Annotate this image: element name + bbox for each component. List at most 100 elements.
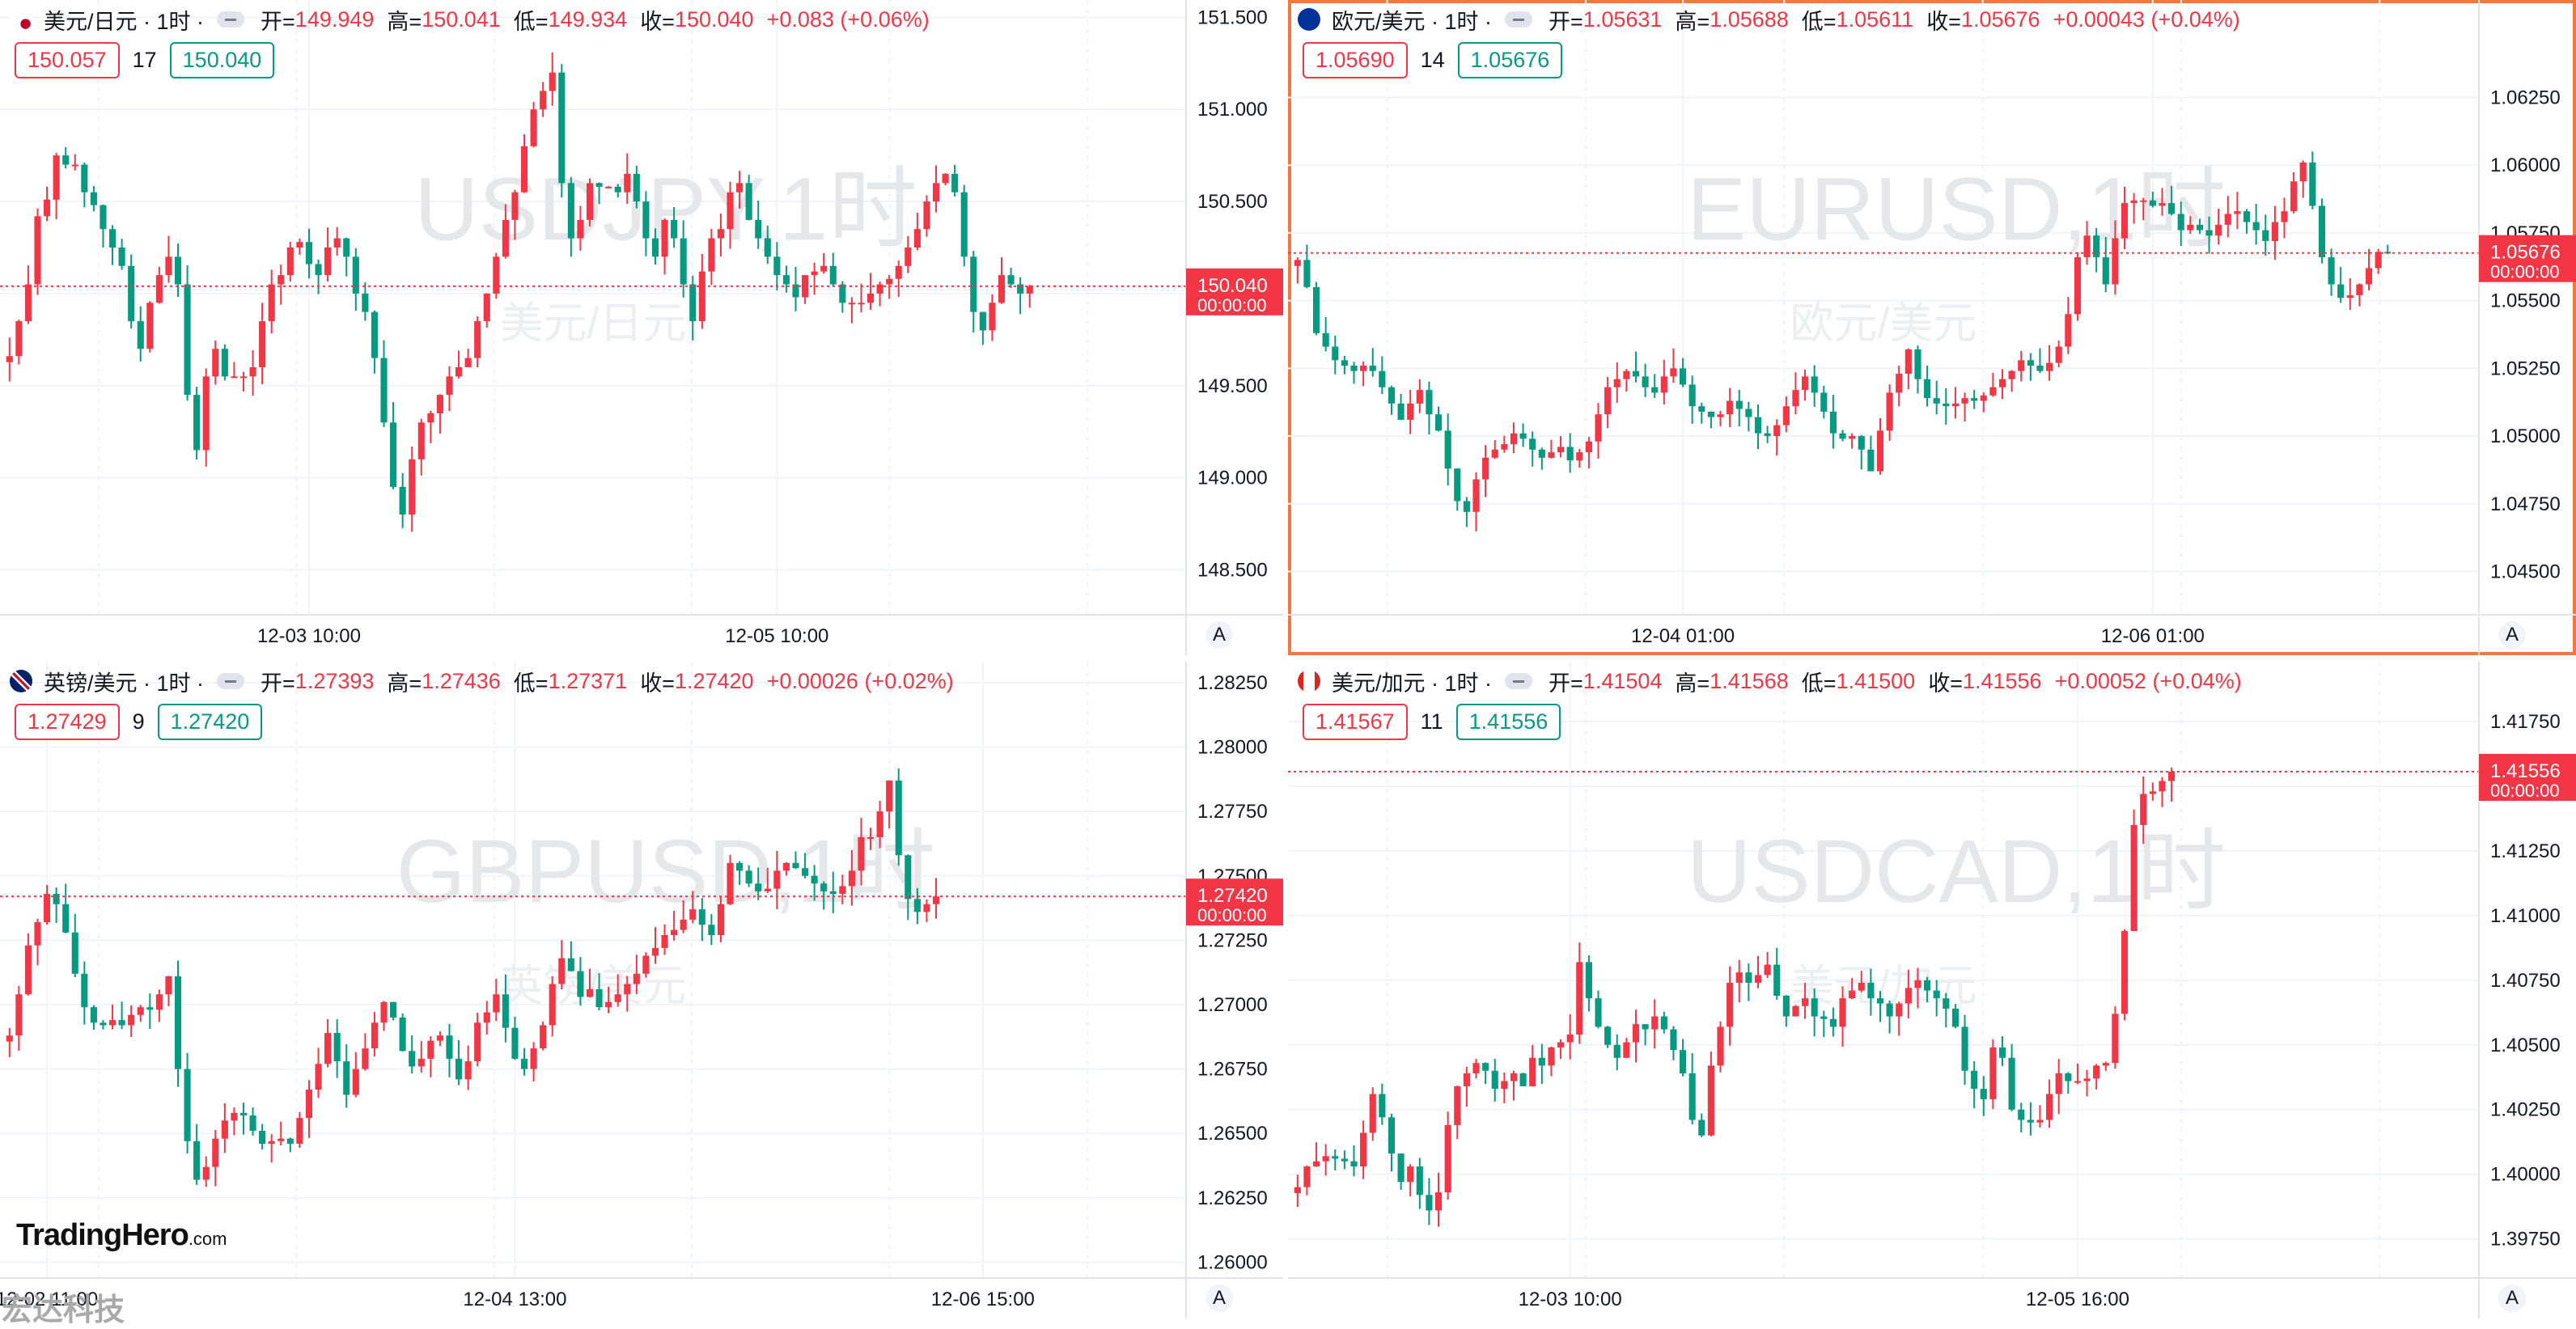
candle-body <box>146 303 154 349</box>
candle-body <box>866 293 875 303</box>
open-value: 1.27393 <box>294 668 375 693</box>
candle-body <box>932 896 940 904</box>
sell-button[interactable]: 1.05690 <box>1303 42 1408 78</box>
candle-body <box>1017 284 1024 294</box>
candle-body <box>249 1115 256 1132</box>
candle-body <box>2083 235 2091 258</box>
candle-body <box>1951 1008 1959 1027</box>
candle-body <box>520 1058 528 1069</box>
eu-us-flag <box>1298 8 1320 31</box>
collapse-toggle-icon[interactable] <box>1505 11 1533 28</box>
auto-scale-button[interactable]: A <box>1205 621 1233 649</box>
candle-body <box>1707 1065 1714 1136</box>
symbol-title[interactable]: 美元/加元 · 1时 · <box>1332 671 1493 696</box>
candle-body <box>1688 384 1696 407</box>
candle-body <box>6 1035 13 1042</box>
candle-body <box>464 358 472 367</box>
candle-body <box>923 201 930 230</box>
candle-body <box>642 201 650 239</box>
last-price-badge <box>2479 754 2576 802</box>
chart-svg[interactable]: GBPUSD,1时英镑/美元1.282501.280001.277501.275… <box>0 662 1283 1318</box>
candle-body <box>1904 988 1912 1004</box>
buy-button[interactable]: 1.41556 <box>1455 704 1561 740</box>
candle-body <box>942 173 949 184</box>
symbol-watermark: USDCAD,1时 <box>1687 822 2226 921</box>
chart-panel-gbpusd[interactable]: GBPUSD,1时 英镑/美元 1.28250 1.28000 1.27750 1.275… <box>0 662 1283 1318</box>
symbol-title[interactable]: 美元/日元 · 1时 · <box>44 9 205 34</box>
candle-body <box>417 422 425 459</box>
candle-body <box>174 256 182 285</box>
sell-button[interactable]: 150.057 <box>15 42 120 78</box>
candle-body <box>1322 1156 1329 1162</box>
candle-body <box>2083 1078 2091 1081</box>
collapse-toggle-icon[interactable] <box>1505 673 1533 689</box>
chart-svg[interactable]: EURUSD,1时欧元/美元1.062501.060001.057501.055… <box>1288 0 2576 655</box>
chart-panel-usdcad[interactable]: USDCAD,1时美元/加元1.417501.415001.412501.410… <box>1288 662 2576 1318</box>
candle-body <box>642 955 650 974</box>
bar-countdown: 00:00:00 <box>1197 295 1267 315</box>
candle-body <box>530 1048 537 1069</box>
candle-body <box>1613 379 1621 387</box>
candle-body <box>1924 980 1931 991</box>
candle-body <box>34 216 41 285</box>
auto-scale-button[interactable]: A <box>2498 1285 2526 1312</box>
candle-body <box>895 780 902 856</box>
sell-button[interactable]: 1.41567 <box>1303 704 1408 740</box>
candle-body <box>932 183 940 202</box>
y-tick-label: 1.40000 <box>2490 1164 2561 1186</box>
sell-button[interactable]: 1.27429 <box>15 704 120 740</box>
chart-svg[interactable]: USDCAD,1时美元/加元1.417501.415001.412501.410… <box>1288 662 2576 1318</box>
candle-body <box>362 293 369 312</box>
candle-body <box>1735 400 1743 409</box>
candle-body <box>1026 286 1033 294</box>
candle-body <box>1961 398 1968 404</box>
candle-body <box>1745 408 1752 417</box>
y-tick-label: 1.39750 <box>2490 1229 2561 1251</box>
candle-body <box>1585 962 1592 999</box>
candle-body <box>1829 1018 1837 1027</box>
candle-body <box>1998 379 2006 387</box>
candle-body <box>2177 214 2184 231</box>
open-value: 1.05631 <box>1582 6 1663 32</box>
candle-body <box>333 238 341 248</box>
candle-body <box>1670 1029 1677 1051</box>
candle-body <box>1529 1057 1536 1086</box>
collapse-toggle-icon[interactable] <box>217 673 245 689</box>
candle-body <box>399 1017 406 1052</box>
candle-body <box>1007 275 1015 285</box>
candle-body <box>1444 430 1451 469</box>
candle-body <box>128 1014 135 1026</box>
auto-scale-button[interactable]: A <box>2498 621 2526 649</box>
chart-svg[interactable]: USDJPY,1时美元/日元151.500151.000150.500150.0… <box>0 0 1283 655</box>
buy-button[interactable]: 1.05676 <box>1457 42 1563 78</box>
candle-body <box>343 1061 350 1095</box>
candle-body <box>998 275 1006 303</box>
symbol-title[interactable]: 英镑/美元 · 1时 · <box>44 671 205 696</box>
candle-body <box>352 1069 359 1095</box>
y-tick-label: 1.28000 <box>1197 737 1268 759</box>
high-label: 高= <box>1675 9 1710 34</box>
y-tick-label: 1.04750 <box>2490 493 2561 515</box>
buy-button[interactable]: 1.27420 <box>157 704 263 740</box>
symbol-watermark: GBPUSD,1时 <box>396 822 935 921</box>
chart-panel-eurusd[interactable]: EURUSD,1时 欧元/美元 1.06250 1.06000 1.05750 1.055… <box>1288 0 2576 655</box>
chart-panel-usdjpy[interactable]: USDJPY,1时美元/日元151.500151.000150.500150.0… <box>0 0 1283 655</box>
last-price-label: 150.040 <box>1197 275 1268 297</box>
candle-body <box>53 155 60 200</box>
y-tick-label: 151.500 <box>1197 6 1268 28</box>
candle-body <box>2346 294 2354 298</box>
candle-body <box>2130 200 2137 204</box>
candle-body <box>782 275 790 285</box>
candle-body <box>1444 1124 1451 1193</box>
buy-button[interactable]: 150.040 <box>169 42 275 78</box>
candle-body <box>315 264 322 276</box>
auto-scale-button[interactable]: A <box>1205 1285 1233 1312</box>
x-tick-label: 12-03 10:00 <box>1519 1289 1622 1310</box>
symbol-watermark-sub: 英镑/美元 <box>499 962 686 1010</box>
collapse-toggle-icon[interactable] <box>217 11 245 28</box>
candle-body <box>259 321 266 367</box>
candle-body <box>305 242 313 265</box>
symbol-title[interactable]: 欧元/美元 · 1时 · <box>1332 9 1493 34</box>
gb-us-flag <box>10 670 32 692</box>
candle-body <box>689 909 697 920</box>
